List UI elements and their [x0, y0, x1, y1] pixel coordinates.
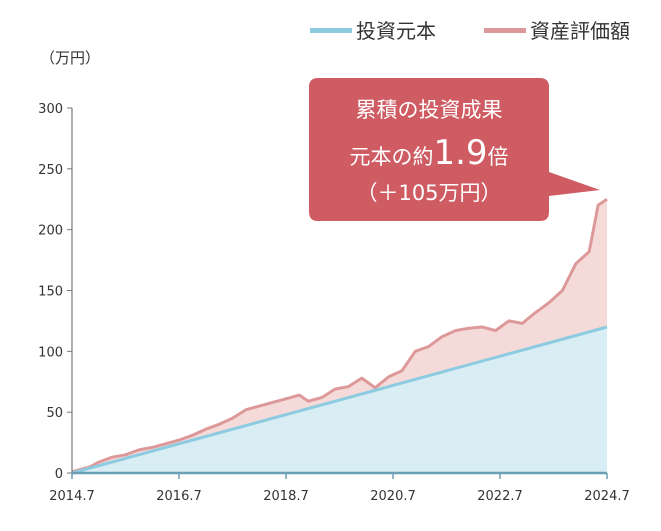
legend-swatch-principal [310, 28, 352, 33]
legend: 投資元本 資産評価額 [310, 19, 630, 43]
callout-line2-prefix: 元本の約 [349, 145, 433, 169]
unit-label: （万円） [40, 49, 100, 67]
line-principal [71, 325, 608, 475]
legend-label-asset: 資産評価額 [530, 19, 630, 43]
y-tick-label: 150 [38, 285, 63, 300]
x-tick-label: 2024.7 [584, 489, 630, 504]
callout-line1: 累積の投資成果 [356, 98, 503, 122]
legend-label-principal: 投資元本 [356, 19, 436, 43]
callout: 累積の投資成果 元本の約1.9倍 （＋105万円） [309, 78, 600, 221]
legend-swatch-asset [484, 28, 526, 33]
callout-bubble [309, 78, 600, 221]
x-tick-label: 2022.7 [477, 489, 523, 504]
y-tick-label: 0 [55, 467, 63, 482]
y-tick-label: 100 [38, 345, 63, 360]
callout-line2: 元本の約1.9倍 [349, 133, 508, 173]
line-asset-value [71, 198, 608, 474]
y-tick-label: 200 [38, 224, 63, 239]
callout-line2-suffix: 倍 [488, 145, 509, 169]
y-tick-label: 250 [38, 163, 63, 178]
x-tick-label: 2014.7 [49, 489, 95, 504]
y-tick-label: 50 [46, 406, 63, 421]
x-tick-group: 2014.7 2016.7 2018.7 2020.7 2022.7 2024.7 [49, 473, 630, 504]
callout-line3: （＋105万円） [356, 181, 501, 205]
y-tick-group: 0 50 100 150 200 250 300 [38, 102, 72, 482]
y-tick-label: 300 [38, 102, 63, 117]
x-tick-label: 2018.7 [263, 489, 309, 504]
x-tick-label: 2016.7 [156, 489, 202, 504]
x-tick-label: 2020.7 [370, 489, 416, 504]
callout-line2-big: 1.9 [433, 133, 487, 173]
